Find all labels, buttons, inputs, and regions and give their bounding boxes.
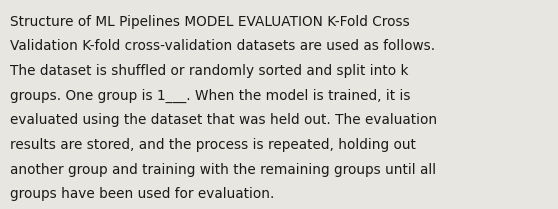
Text: Structure of ML Pipelines MODEL EVALUATION K-Fold Cross: Structure of ML Pipelines MODEL EVALUATI… bbox=[10, 15, 410, 29]
Text: groups. One group is 1___. When the model is trained, it is: groups. One group is 1___. When the mode… bbox=[10, 89, 411, 103]
Text: evaluated using the dataset that was held out. The evaluation: evaluated using the dataset that was hel… bbox=[10, 113, 437, 127]
Text: The dataset is shuffled or randomly sorted and split into k: The dataset is shuffled or randomly sort… bbox=[10, 64, 408, 78]
Text: Validation K-fold cross-validation datasets are used as follows.: Validation K-fold cross-validation datas… bbox=[10, 39, 435, 53]
Text: results are stored, and the process is repeated, holding out: results are stored, and the process is r… bbox=[10, 138, 416, 152]
Text: another group and training with the remaining groups until all: another group and training with the rema… bbox=[10, 163, 436, 177]
Text: groups have been used for evaluation.: groups have been used for evaluation. bbox=[10, 187, 275, 201]
